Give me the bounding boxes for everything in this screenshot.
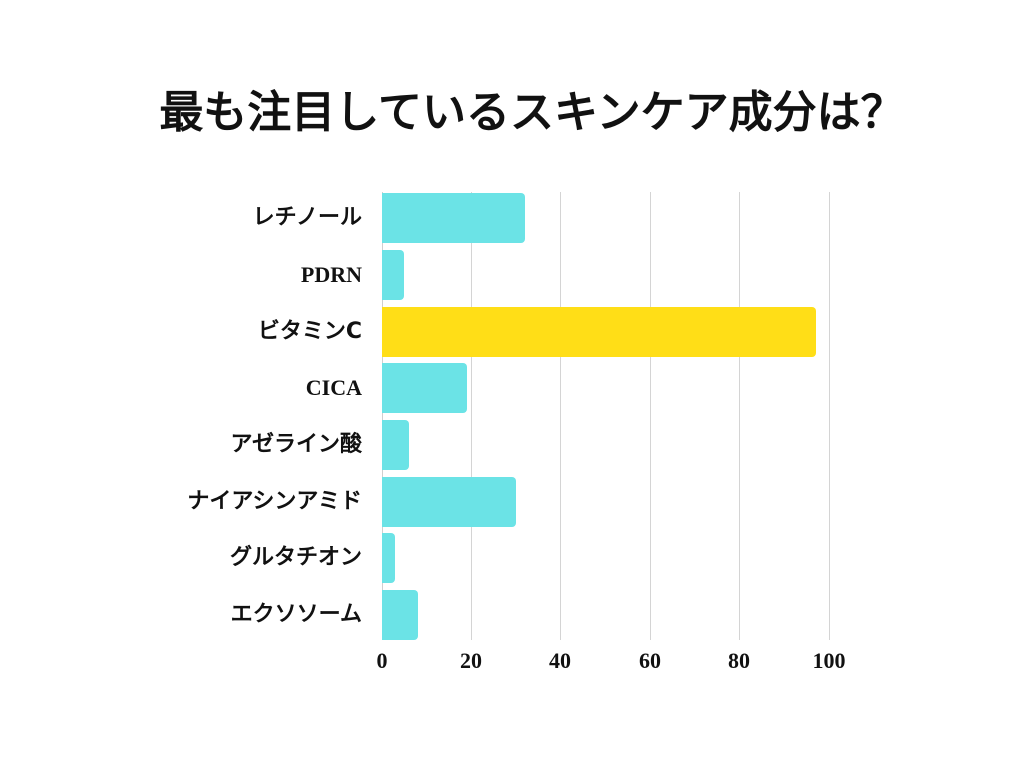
category-label-vitamin-c: ビタミンC [257, 319, 362, 344]
category-label-glutathione: グルタチオン [229, 545, 362, 570]
category-label-azelaic-acid: アゼライン酸 [230, 432, 362, 457]
bar-cica [382, 363, 467, 413]
gridline-0 [382, 192, 383, 640]
bar-retinol [382, 193, 526, 243]
bar-exosome [382, 590, 418, 640]
gridline-60 [650, 192, 651, 640]
bar-azelaic-acid [382, 420, 409, 470]
gridline-40 [560, 192, 561, 640]
gridline-100 [829, 192, 830, 640]
gridline-80 [739, 192, 740, 640]
x-tick-20: 20 [460, 648, 482, 673]
x-tick-0: 0 [376, 648, 388, 673]
category-label-cica: CICA [305, 375, 362, 400]
category-label-pdrn: PDRN [300, 262, 362, 287]
category-label-niacinamide: ナイアシンアミド [187, 489, 362, 514]
chart-title: 最も注目しているスキンケア成分は？ [159, 87, 905, 138]
x-tick-100: 100 [812, 648, 846, 673]
x-tick-40: 40 [549, 648, 571, 673]
plot-area [382, 192, 830, 640]
category-label-exosome: エクソソーム [230, 602, 362, 627]
bar-niacinamide [382, 477, 517, 527]
category-label-retinol: レチノール [252, 205, 362, 230]
bar-pdrn [382, 250, 405, 300]
x-tick-80: 80 [728, 648, 750, 673]
bar-glutathione [382, 533, 396, 583]
bar-vitamin-c [382, 307, 816, 357]
x-tick-60: 60 [639, 648, 661, 673]
gridline-20 [471, 192, 472, 640]
